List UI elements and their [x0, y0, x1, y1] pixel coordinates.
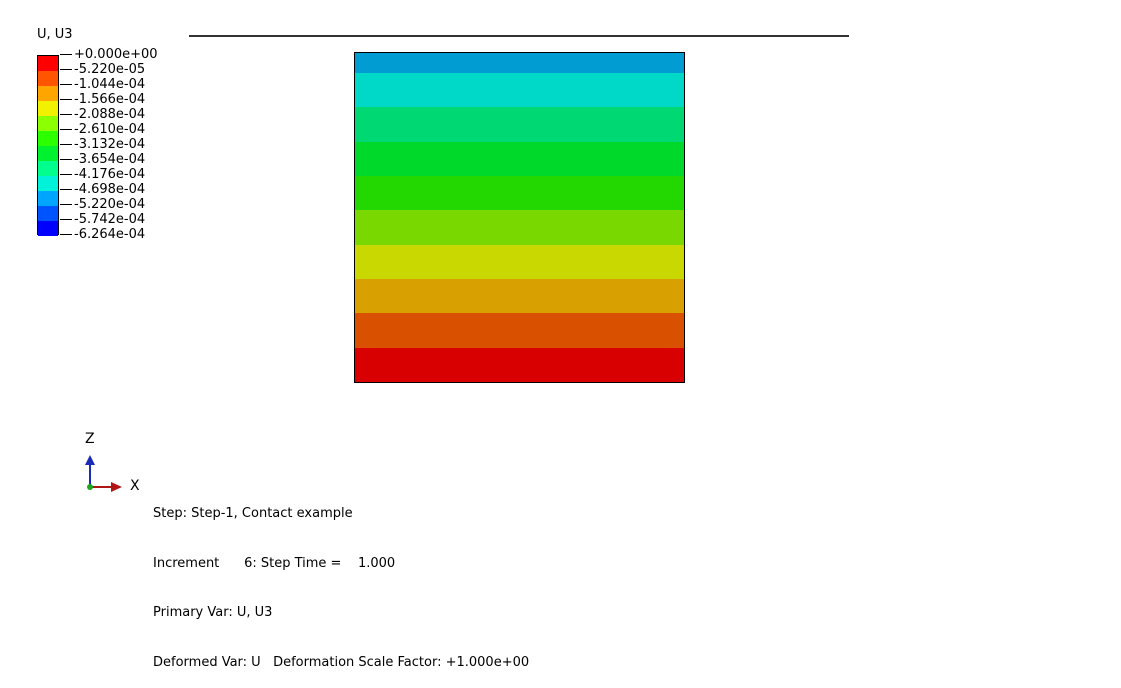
legend-label: -1.566e-04: [74, 92, 146, 107]
legend-label: -2.610e-04: [74, 122, 146, 137]
title-rule: [189, 35, 849, 37]
step-line: Step: Step-1, Contact example: [153, 506, 353, 521]
contour-band: [355, 313, 684, 349]
legend-label: -3.132e-04: [74, 137, 146, 152]
info-block: Step: Step-1, Contact example Increment …: [153, 473, 529, 688]
contour-plot: [354, 52, 685, 383]
deformed-var-line: Deformed Var: U Deformation Scale Factor…: [153, 654, 530, 670]
legend-swatch: [38, 71, 58, 86]
legend-tick: [60, 144, 72, 145]
y-axis-dot: [87, 484, 93, 490]
legend-label: -2.088e-04: [74, 107, 146, 122]
legend-swatch: [38, 161, 58, 176]
legend-swatch: [38, 191, 58, 206]
primary-var-line: Primary Var: U, U3: [153, 605, 273, 620]
legend-tick: [60, 69, 72, 70]
x-axis-label: X: [130, 478, 140, 494]
legend-tick: [60, 99, 72, 100]
legend-swatch: [38, 176, 58, 191]
legend-label: -5.220e-05: [74, 62, 146, 77]
legend-swatch: [38, 86, 58, 101]
legend-tick: [60, 54, 72, 55]
legend-label: -5.220e-04: [74, 197, 146, 212]
contour-band: [355, 347, 684, 382]
legend-label: -6.264e-04: [74, 227, 146, 242]
legend-label: -4.698e-04: [74, 182, 146, 197]
triad-arrows: [85, 455, 122, 492]
legend-tick: [60, 159, 72, 160]
legend-label: -1.044e-04: [74, 77, 146, 92]
legend-swatch: [38, 56, 58, 71]
contour-band: [355, 107, 684, 143]
z-axis-arrowhead: [85, 455, 95, 465]
contour-band: [355, 141, 684, 177]
legend-label: -4.176e-04: [74, 167, 146, 182]
legend-swatch: [38, 101, 58, 116]
axis-triad: Z X: [80, 430, 160, 500]
legend-label: -5.742e-04: [74, 212, 146, 227]
legend-label: -3.654e-04: [74, 152, 146, 167]
legend-tick: [60, 204, 72, 205]
legend-swatch: [38, 116, 58, 131]
contour-band: [355, 73, 684, 108]
legend-title: U, U3: [37, 27, 73, 42]
legend-swatch: [38, 206, 58, 221]
legend-tick: [60, 234, 72, 235]
legend-tick: [60, 129, 72, 130]
legend-swatch: [38, 221, 58, 236]
legend-tick: [60, 114, 72, 115]
legend-swatch: [38, 146, 58, 161]
z-axis-label: Z: [85, 431, 95, 447]
legend-color-bar: [37, 55, 59, 236]
legend-label: +0.000e+00: [74, 47, 158, 62]
legend-tick: [60, 219, 72, 220]
legend-tick: [60, 84, 72, 85]
increment-line: Increment 6: Step Time = 1.000: [153, 555, 396, 571]
x-axis-arrowhead: [111, 482, 122, 492]
legend-swatch: [38, 131, 58, 146]
legend-tick: [60, 174, 72, 175]
contour-band: [355, 176, 684, 211]
contour-band: [355, 244, 684, 280]
legend-tick: [60, 189, 72, 190]
contour-band: [355, 53, 684, 74]
contour-band: [355, 210, 684, 246]
contour-band: [355, 279, 684, 314]
